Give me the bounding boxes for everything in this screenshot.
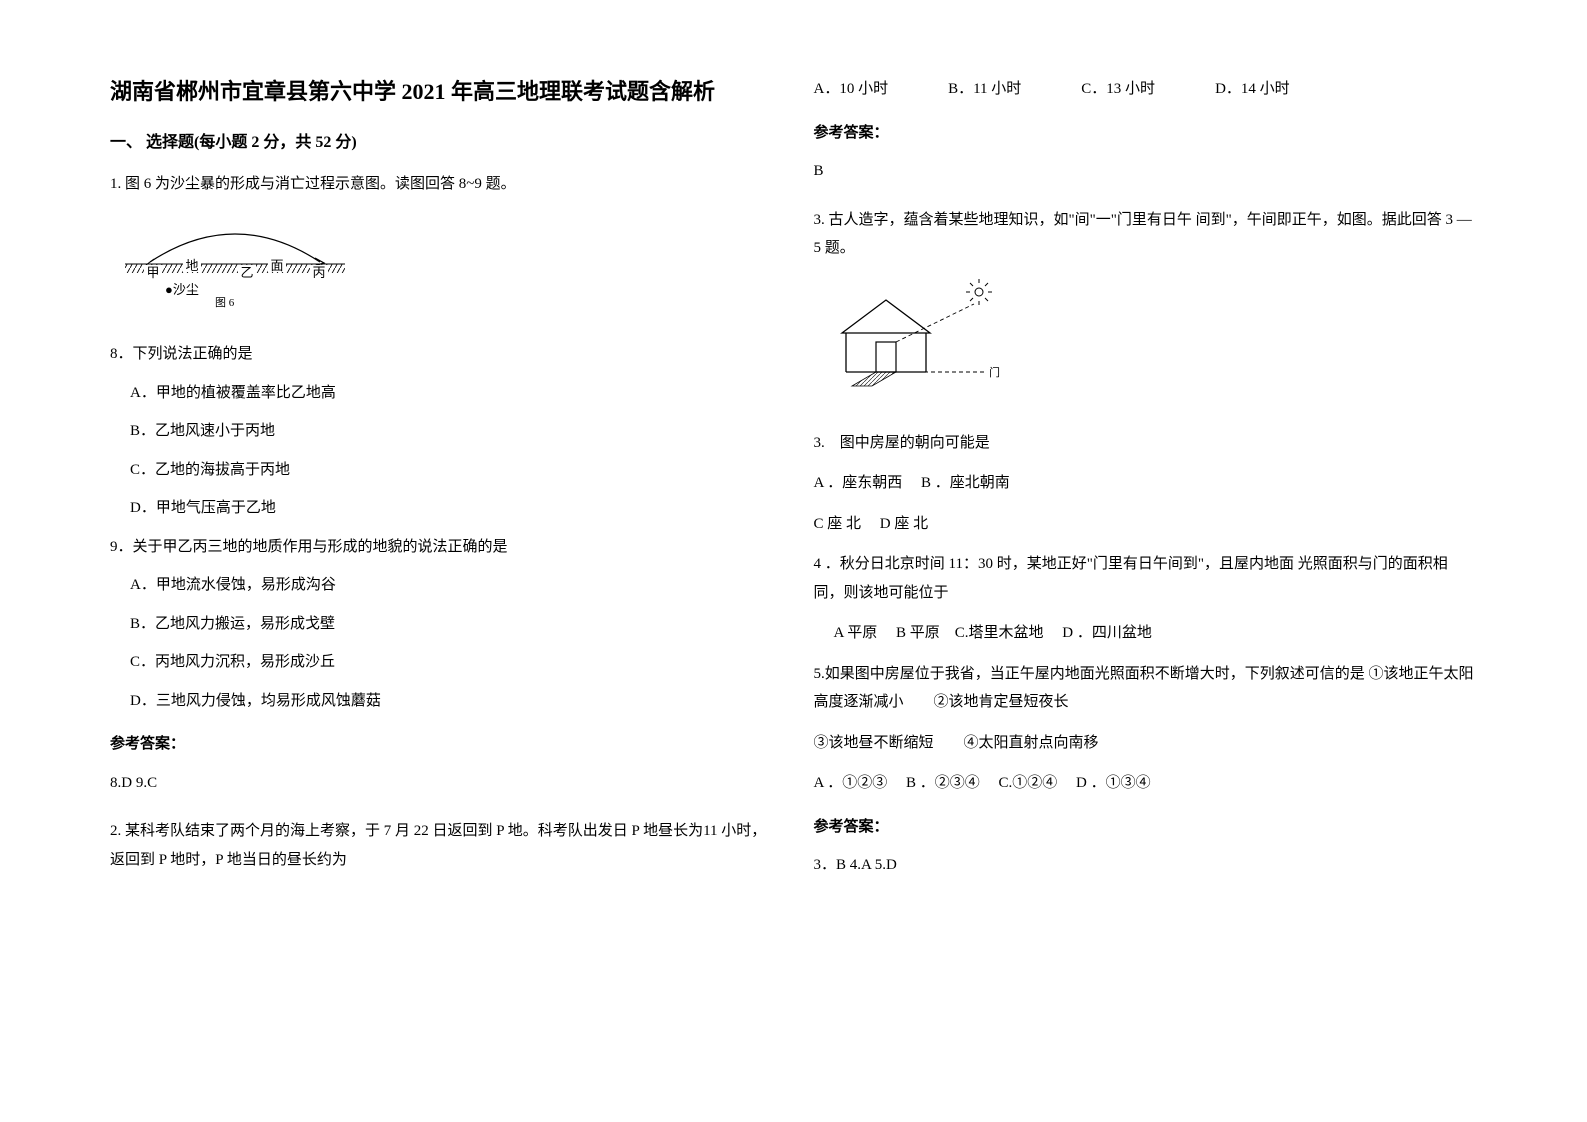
section-header: 一、 选择题(每小题 2 分，共 52 分) [110,128,774,158]
answer-1: 8.D 9.C [110,769,774,798]
q3-4-option-b: B 平原 [896,625,940,641]
door-label: 门 [989,365,1000,379]
q8-option-a: A．甲地的植被覆盖率比乙地高 [130,379,774,408]
q3-4: 4 ．秋分日北京时间 11：30 时，某地正好"门里有日午间到"，且屋内地面 光… [814,550,1478,607]
label-shachen: ●沙尘 [165,282,199,297]
q2-intro: 2. 某科考队结束了两个月的海上考察，于 7 月 22 日返回到 P 地。科考队… [110,817,774,874]
q3-3-options-row2: C 座 北 D 座 北 [814,510,1478,539]
answer-2: B [814,157,1478,186]
q3-4-option-d: D ．四川盆地 [1062,625,1152,641]
q3-4-option-a: A 平原 [834,625,878,641]
q3-5-cont: ③该地昼不断缩短 ④太阳直射点向南移 [814,729,1478,758]
q3-4-option-c: C.塔里木盆地 [955,625,1044,641]
answer-3: 3．B 4.A 5.D [814,851,1478,880]
q3-5-options: A ．①②③ B ．②③④ C.①②④ D ．①③④ [814,769,1478,798]
q3-4-options: A 平原 B 平原 C.塔里木盆地 D ．四川盆地 [834,619,1478,648]
q9-option-c: C．丙地风力沉积，易形成沙丘 [130,648,774,677]
answer-label-2: 参考答案： [814,119,1478,148]
label-bing: 丙 [312,265,325,280]
label-mian: 面 [270,258,283,273]
q1-intro: 1. 图 6 为沙尘暴的形成与消亡过程示意图。读图回答 8~9 题。 [110,170,774,199]
label-di: 地 [185,258,198,273]
right-column: A．10 小时 B．11 小时 C．13 小时 D．14 小时 参考答案： B … [794,75,1498,1047]
q9-option-b: B．乙地风力搬运，易形成戈壁 [130,610,774,639]
q3-3: 3. 图中房屋的朝向可能是 [814,429,1478,458]
q2-option-c: C．13 小时 [1081,75,1155,104]
q3-3-option-d: D 座 北 [880,516,928,532]
left-column: 湖南省郴州市宜章县第六中学 2021 年高三地理联考试题含解析 一、 选择题(每… [90,75,794,1047]
sun-icon [966,279,992,305]
label-tu6: 图 6 [215,296,235,309]
q2-options: A．10 小时 B．11 小时 C．13 小时 D．14 小时 [814,75,1478,104]
q3-3-option-c: C 座 北 [814,516,862,532]
q8-option-d: D．甲地气压高于乙地 [130,494,774,523]
q2-option-d: D．14 小时 [1215,75,1290,104]
q2-option-b: B．11 小时 [948,75,1021,104]
q9-option-a: A．甲地流水侵蚀，易形成沟谷 [130,571,774,600]
q8-option-c: C．乙地的海拔高于丙地 [130,456,774,485]
q8: 8．下列说法正确的是 [110,340,774,369]
q3-5-option-a: A ．①②③ [814,775,888,791]
answer-label-3: 参考答案： [814,813,1478,842]
label-jia: 甲 [146,265,159,280]
q3-intro: 3. 古人造字，蕴含着某些地理知识，如"间"一"门里有日午 间到"，午间即正午，… [814,206,1478,263]
q3-5-option-c: C.①②④ [999,775,1058,791]
sandstorm-diagram: 甲 地 乙 面 丙 ●沙尘 图 6 [120,214,774,320]
q9-option-d: D．三地风力侵蚀，均易形成风蚀蘑菇 [130,687,774,716]
q9: 9．关于甲乙丙三地的地质作用与形成的地貌的说法正确的是 [110,533,774,562]
house-icon: 门 [842,300,1000,386]
q8-option-b: B．乙地风速小于丙地 [130,417,774,446]
q3-3-option-a: A ．座东朝西 [814,475,903,491]
house-diagram: 门 [824,278,1478,409]
q3-5: 5.如果图中房屋位于我省，当正午屋内地面光照面积不断增大时，下列叙述可信的是 ①… [814,660,1478,717]
q2-option-a: A．10 小时 [814,75,889,104]
answer-label-1: 参考答案： [110,730,774,759]
label-yi: 乙 [240,265,253,280]
q3-5-option-b: B ．②③④ [906,775,980,791]
q3-3-options-row1: A ．座东朝西 B ．座北朝南 [814,469,1478,498]
q3-3-option-b: B ．座北朝南 [921,475,1010,491]
page-title: 湖南省郴州市宜章县第六中学 2021 年高三地理联考试题含解析 [110,75,774,108]
q3-5-option-d: D ．①③④ [1076,775,1151,791]
